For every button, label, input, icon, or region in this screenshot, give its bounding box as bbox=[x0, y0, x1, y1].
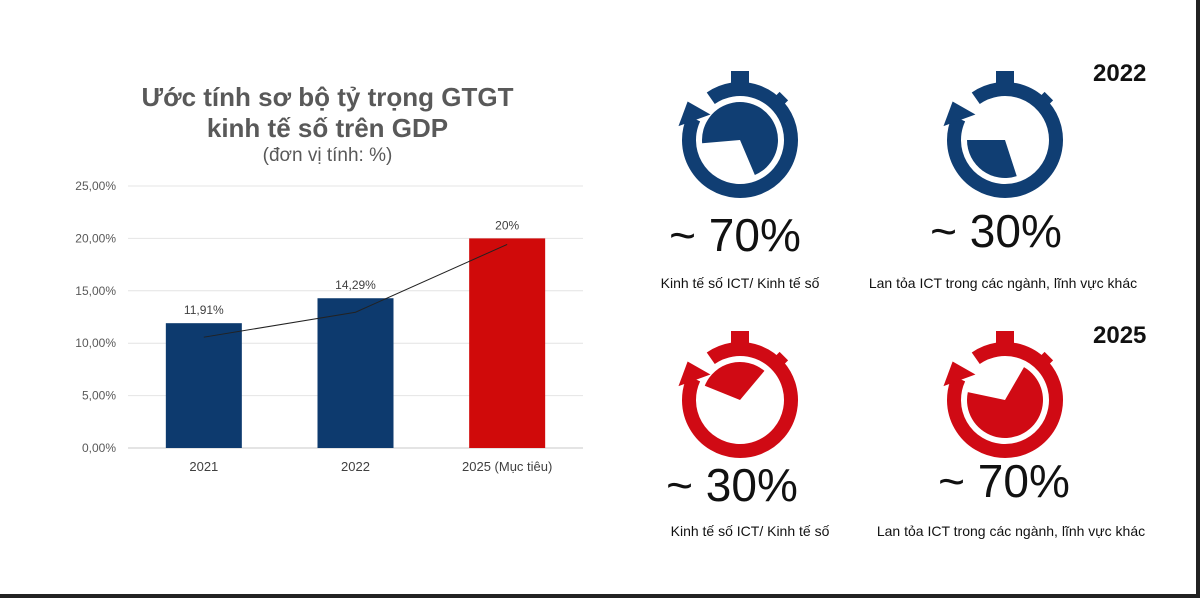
side-button bbox=[772, 91, 789, 108]
y-tick-label: 10,00% bbox=[75, 336, 116, 350]
pie-wedge bbox=[967, 140, 1017, 179]
crown bbox=[996, 331, 1014, 345]
ring bbox=[947, 342, 1063, 458]
year-label-2025: 2025 bbox=[1093, 322, 1147, 349]
pie-wedge bbox=[702, 102, 778, 175]
data-label: 11,91% bbox=[184, 303, 224, 317]
side-button bbox=[1037, 351, 1054, 368]
gauge-value-2: ~ 30% bbox=[930, 205, 1062, 257]
gauge-caption-1: Kinh tế số ICT/ Kinh tế số bbox=[660, 275, 820, 291]
ring bbox=[682, 342, 798, 458]
gauge-value-1: ~ 70% bbox=[669, 209, 801, 261]
ring bbox=[947, 82, 1063, 198]
gauge-value-4: ~ 70% bbox=[938, 455, 1070, 507]
pie-wedge bbox=[967, 367, 1043, 438]
arrow-head bbox=[678, 101, 711, 127]
gauge-caption-3: Kinh tế số ICT/ Kinh tế số bbox=[670, 523, 830, 539]
gauge-caption-2: Lan tỏa ICT trong các ngành, lĩnh vực kh… bbox=[868, 275, 1138, 291]
stopwatch-icon bbox=[943, 71, 1063, 198]
side-button bbox=[772, 351, 789, 368]
chart-subtitle: (đơn vị tính: %) bbox=[262, 145, 393, 166]
stopwatch-icon bbox=[943, 331, 1063, 458]
crown bbox=[996, 71, 1014, 85]
bottom-border bbox=[0, 594, 1200, 598]
arrow-head bbox=[678, 361, 711, 387]
y-tick-label: 20,00% bbox=[75, 231, 116, 245]
stopwatch-icon bbox=[678, 71, 798, 198]
right-border bbox=[1196, 0, 1200, 598]
crown bbox=[731, 331, 749, 345]
bar bbox=[165, 323, 242, 448]
arrow-head bbox=[943, 101, 976, 127]
data-label: 20% bbox=[495, 218, 519, 232]
x-tick-label: 2025 (Mục tiêu) bbox=[462, 459, 552, 474]
chart-title: Ước tính sơ bộ tỷ trọng GTGT kinh tế số … bbox=[100, 82, 555, 144]
arrow-head bbox=[943, 361, 976, 387]
bar bbox=[317, 298, 394, 448]
x-tick-label: 2021 bbox=[189, 459, 218, 474]
chart-title-line-1: Ước tính sơ bộ tỷ trọng GTGT bbox=[141, 82, 514, 112]
year-label-2022: 2022 bbox=[1093, 60, 1147, 87]
y-tick-label: 0,00% bbox=[82, 441, 116, 455]
side-button bbox=[1037, 91, 1054, 108]
chart-title-line-2: kinh tế số trên GDP bbox=[206, 113, 449, 143]
bar bbox=[469, 238, 546, 448]
y-tick-label: 5,00% bbox=[82, 389, 116, 403]
data-label: 14,29% bbox=[335, 278, 376, 292]
pie-wedge bbox=[704, 362, 765, 400]
y-tick-label: 15,00% bbox=[75, 284, 116, 298]
y-tick-label: 25,00% bbox=[75, 179, 116, 193]
trendline bbox=[203, 243, 508, 338]
gauge-value-3: ~ 30% bbox=[666, 459, 798, 511]
ring bbox=[682, 82, 798, 198]
stopwatch-icon bbox=[678, 331, 798, 458]
x-tick-label: 2022 bbox=[341, 459, 370, 474]
crown bbox=[731, 71, 749, 85]
gauge-caption-4: Lan tỏa ICT trong các ngành, lĩnh vực kh… bbox=[876, 523, 1146, 539]
